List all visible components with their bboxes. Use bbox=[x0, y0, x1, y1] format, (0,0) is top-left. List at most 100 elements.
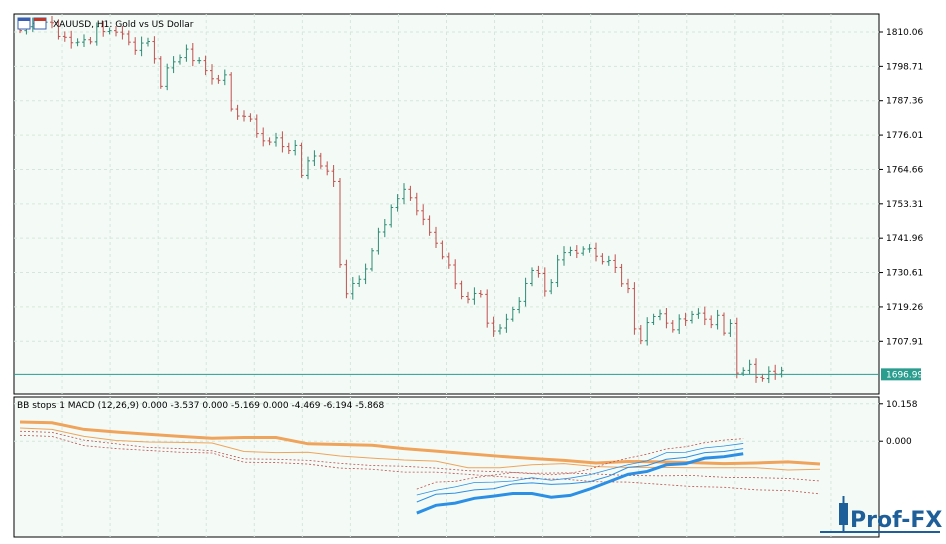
candle bbox=[440, 240, 445, 260]
candle bbox=[248, 113, 253, 122]
candle bbox=[56, 19, 61, 40]
candle bbox=[434, 226, 438, 249]
candle bbox=[50, 16, 54, 29]
candle bbox=[504, 313, 509, 333]
candle bbox=[216, 74, 221, 84]
candle bbox=[645, 317, 650, 346]
candle bbox=[88, 37, 93, 45]
candle bbox=[126, 30, 131, 46]
candle bbox=[242, 110, 246, 122]
price-axis-label: 1810.06 bbox=[886, 28, 923, 38]
candle bbox=[478, 289, 483, 298]
candle bbox=[760, 373, 765, 382]
candle bbox=[530, 267, 534, 287]
candle bbox=[267, 137, 272, 146]
candle bbox=[261, 127, 266, 147]
candle bbox=[133, 37, 138, 55]
candle bbox=[491, 316, 496, 337]
candle bbox=[331, 165, 336, 187]
candle bbox=[178, 54, 182, 65]
candle bbox=[459, 280, 464, 300]
bbstops-down-signal bbox=[19, 427, 821, 471]
price-axis-label: 1776.01 bbox=[886, 131, 923, 141]
candle bbox=[664, 308, 669, 329]
candle bbox=[69, 30, 74, 49]
candle bbox=[414, 192, 419, 216]
chart-window-icons[interactable] bbox=[17, 17, 47, 30]
candle bbox=[658, 309, 662, 321]
logo-text: Prof-FX bbox=[850, 508, 942, 533]
candle bbox=[613, 254, 618, 273]
candle bbox=[690, 310, 694, 324]
price-grid bbox=[14, 14, 879, 394]
candle bbox=[523, 277, 528, 307]
price-axis-label: 1707.91 bbox=[886, 337, 923, 347]
current-price-label: 1696.99 bbox=[886, 370, 923, 380]
candle bbox=[555, 254, 560, 288]
candle bbox=[581, 246, 586, 256]
candle bbox=[446, 252, 451, 269]
candle bbox=[222, 69, 227, 86]
candle bbox=[747, 359, 752, 375]
candle bbox=[734, 317, 739, 379]
candle bbox=[197, 57, 202, 64]
bbstops-up-band-outer bbox=[416, 438, 744, 490]
candle bbox=[389, 204, 394, 228]
candle bbox=[472, 287, 477, 305]
candle bbox=[114, 26, 118, 37]
candle bbox=[632, 282, 637, 335]
indicator-axis-label: 10.158 bbox=[886, 400, 918, 410]
candle bbox=[312, 150, 317, 167]
candle bbox=[715, 309, 720, 330]
candle bbox=[510, 306, 515, 322]
indicator-window-icon-bar bbox=[34, 18, 46, 21]
candle bbox=[344, 259, 349, 299]
bbstops-up-signal bbox=[416, 448, 744, 503]
candle bbox=[574, 245, 579, 259]
candle bbox=[549, 279, 554, 295]
candle bbox=[101, 20, 106, 37]
price-axis-label: 1719.26 bbox=[886, 303, 923, 313]
candle bbox=[696, 308, 701, 319]
symbol-title: XAUUSD, H1: Gold vs US Dollar bbox=[53, 20, 194, 30]
current-price-tag: 1696.99 bbox=[881, 368, 923, 381]
candle bbox=[754, 358, 758, 383]
candle bbox=[683, 312, 688, 326]
price-axis-label: 1741.96 bbox=[886, 234, 923, 244]
candle bbox=[274, 132, 278, 147]
candle bbox=[280, 131, 285, 153]
indicator-axis: 10.158 0.000 bbox=[879, 400, 918, 447]
candle bbox=[254, 114, 259, 138]
candle bbox=[75, 38, 80, 47]
candle bbox=[722, 312, 726, 336]
price-axis-label: 1730.61 bbox=[886, 269, 923, 279]
candle bbox=[318, 152, 323, 169]
candle bbox=[210, 64, 214, 85]
candle bbox=[62, 31, 67, 42]
candle bbox=[402, 183, 406, 205]
candle bbox=[203, 55, 208, 76]
candle bbox=[107, 27, 112, 35]
candle bbox=[408, 185, 413, 201]
candle bbox=[376, 227, 381, 255]
indicator-axis-label: 0.000 bbox=[886, 437, 912, 447]
price-axis-label: 1764.66 bbox=[886, 165, 923, 175]
bbstops-up-band-inner bbox=[416, 443, 744, 496]
price-candles bbox=[18, 16, 784, 384]
candle bbox=[568, 246, 573, 257]
candle bbox=[651, 313, 656, 325]
candle bbox=[395, 194, 400, 212]
candle bbox=[165, 63, 170, 91]
candle bbox=[190, 42, 195, 67]
price-axis-label: 1798.71 bbox=[886, 62, 923, 72]
candle bbox=[670, 320, 675, 333]
indicator-lines bbox=[19, 420, 821, 515]
candle bbox=[466, 291, 470, 304]
candle bbox=[363, 263, 368, 285]
candle bbox=[94, 22, 99, 46]
candle bbox=[709, 315, 714, 329]
candle bbox=[338, 177, 342, 268]
candle bbox=[542, 267, 547, 297]
candle bbox=[286, 142, 291, 155]
